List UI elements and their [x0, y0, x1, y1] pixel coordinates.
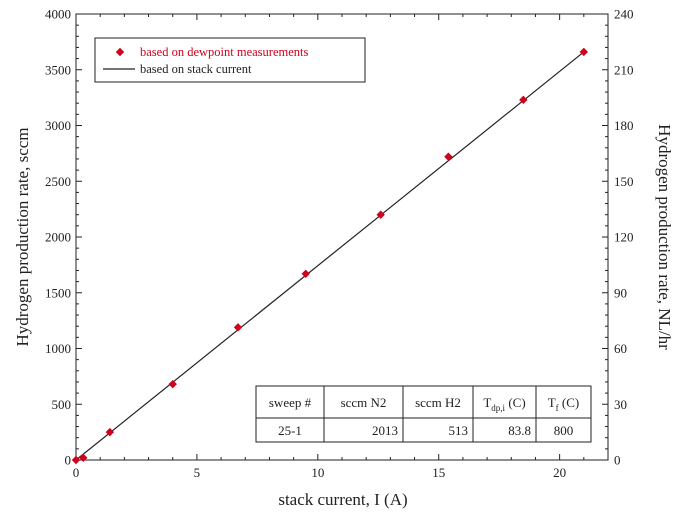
y2-tick-label: 150: [614, 174, 634, 189]
table-cell: 513: [449, 423, 469, 438]
y2-tick-label: 60: [614, 341, 627, 356]
dewpoint-point: [579, 47, 589, 57]
y-tick-label: 3000: [45, 118, 71, 133]
dewpoint-point: [71, 455, 81, 465]
table-cell: 800: [554, 423, 574, 438]
y2-tick-label: 30: [614, 397, 627, 412]
dewpoint-point: [376, 210, 385, 219]
dewpoint-point: [444, 152, 453, 161]
tick-labels: 0 5 10 15 2005001000150020002500300035004000…: [45, 7, 634, 481]
table-frame: [255, 385, 592, 443]
x-tick-label: 5: [194, 465, 201, 480]
y-tick-label: 0: [65, 453, 72, 468]
legend: based on dewpoint measurements based on s…: [94, 37, 366, 83]
y2-tick-label: 240: [614, 7, 634, 22]
x-axis-title: stack current, I (A): [278, 490, 407, 509]
table-cell: 25-1: [278, 423, 302, 438]
legend-box: [94, 37, 366, 83]
y-tick-label: 4000: [45, 7, 71, 22]
legend-label-stack: based on stack current: [140, 62, 252, 76]
table-header-cell: sccm N2: [341, 395, 387, 410]
dewpoint-point: [168, 379, 177, 389]
table-header-cell: Tf (C): [548, 395, 580, 413]
dewpoint-point: [301, 269, 310, 278]
table-cell: 83.8: [508, 423, 531, 438]
y2-tick-label: 210: [614, 62, 634, 77]
stack-current-line: [75, 51, 585, 461]
table-header-cell: sweep #: [269, 395, 312, 410]
y-tick-label: 3500: [45, 62, 71, 77]
y-tick-label: 2500: [45, 174, 71, 189]
y-tick-label: 1000: [45, 341, 71, 356]
dewpoint-point: [105, 427, 115, 437]
x-tick-label: 10: [311, 465, 324, 480]
dewpoint-point: [233, 323, 243, 332]
y2-tick-label: 0: [614, 453, 621, 468]
y2-tick-label: 180: [614, 118, 634, 133]
x-tick-label: 15: [432, 465, 445, 480]
inset-table: sweep # sccm N2 sccm H2 Tdp,i (C) Tf (C) 25-1…: [255, 385, 592, 443]
legend-marker-dewpoint: [115, 47, 125, 57]
data-series: [71, 47, 589, 465]
dewpoint-point: [79, 453, 88, 462]
axis-ticks: [75, 13, 609, 461]
x-tick-label: 0: [73, 465, 80, 480]
y-tick-label: 2000: [45, 230, 71, 245]
y-tick-label: 1500: [45, 285, 71, 300]
x-tick-label: 20: [553, 465, 566, 480]
legend-label-dewpoint: based on dewpoint measurements: [140, 45, 308, 59]
y-tick-label: 500: [52, 397, 72, 412]
y2-tick-label: 120: [614, 230, 634, 245]
y2-axis-title: Hydrogen production rate, NL/hr: [655, 124, 674, 350]
y2-tick-label: 90: [614, 285, 627, 300]
dewpoint-point: [519, 95, 528, 105]
table-header-cell: sccm H2: [415, 395, 461, 410]
y-axis-title: Hydrogen production rate, sccm: [13, 127, 32, 346]
table-header-cell: Tdp,i (C): [483, 395, 525, 413]
table-cell: 2013: [372, 423, 398, 438]
